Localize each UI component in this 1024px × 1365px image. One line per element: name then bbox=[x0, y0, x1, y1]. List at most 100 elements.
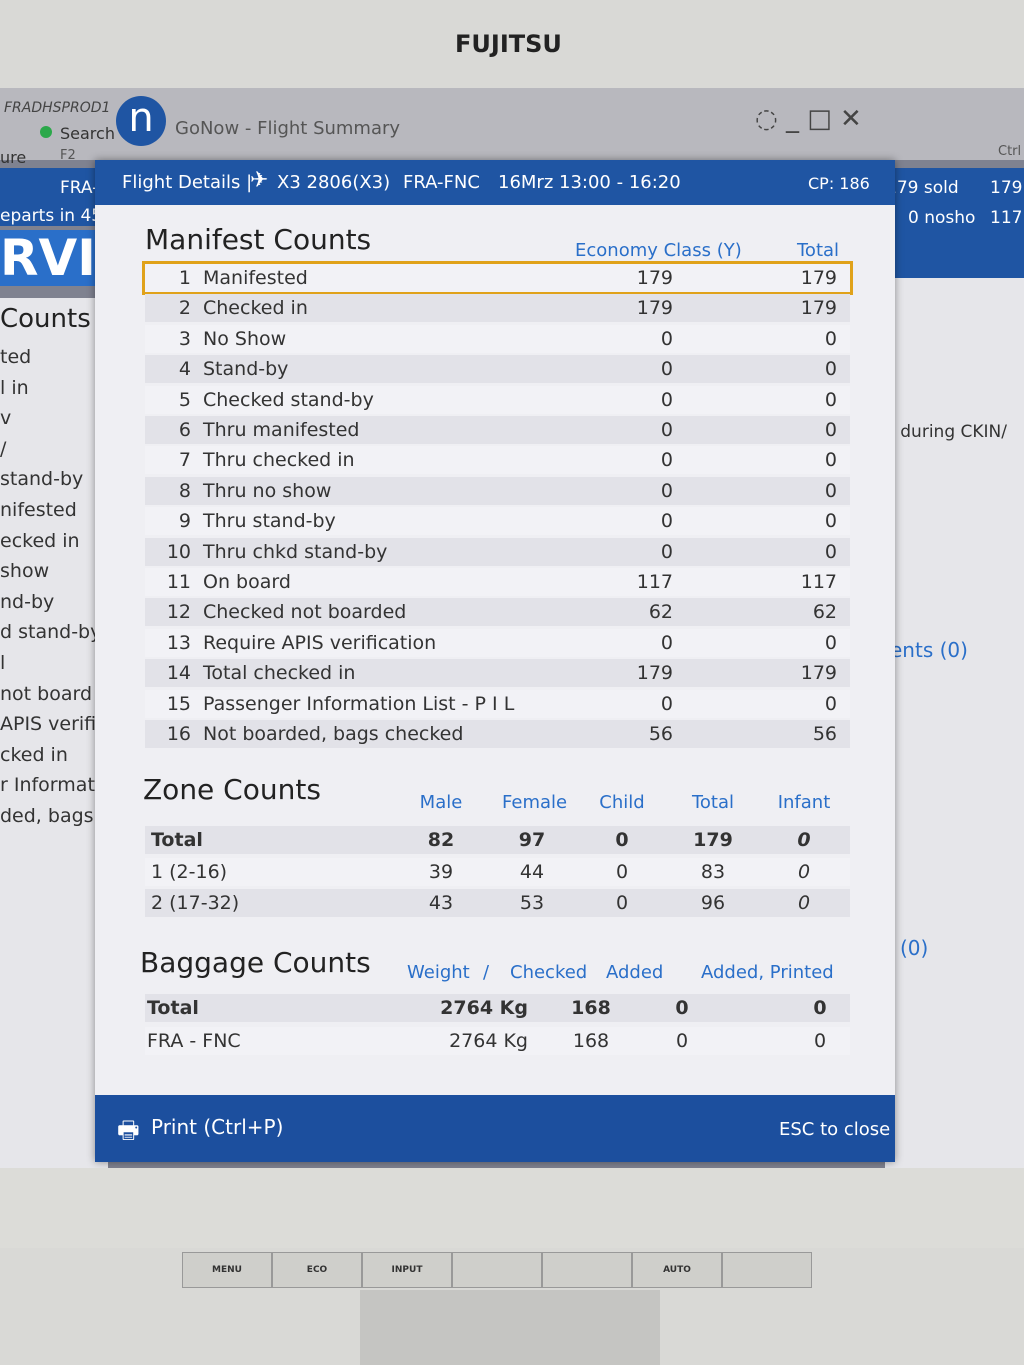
status-dot bbox=[40, 126, 52, 138]
total-value: 179 bbox=[800, 267, 837, 289]
manifest-row[interactable]: 12 Checked not boarded 62 62 bbox=[145, 598, 850, 627]
zone-col: Infant bbox=[777, 792, 831, 813]
zone-value: 39 bbox=[428, 860, 454, 883]
economy-value: 179 bbox=[636, 297, 673, 320]
zone-title: Zone Counts bbox=[143, 773, 321, 806]
baggage-value: 0 bbox=[675, 997, 689, 1019]
baggage-row: Total 2764 Kg 168 0 0 bbox=[145, 994, 850, 1022]
manifest-row[interactable]: 7 Thru checked in 0 0 bbox=[145, 446, 850, 475]
total-value: 0 bbox=[824, 327, 837, 350]
zone-label: Total bbox=[151, 829, 203, 851]
monitor-button[interactable] bbox=[452, 1252, 542, 1288]
total-value: 0 bbox=[824, 540, 837, 563]
baggage-value: 168 bbox=[572, 1030, 610, 1052]
manifest-title: Manifest Counts bbox=[145, 223, 372, 256]
row-label: Checked not boarded bbox=[203, 601, 407, 624]
manifest-row[interactable]: 9 Thru stand-by 0 0 bbox=[145, 507, 850, 536]
manifest-row[interactable]: 11 On board 117 117 bbox=[145, 568, 850, 596]
total-value: 0 bbox=[824, 692, 837, 715]
row-number: 14 bbox=[166, 662, 191, 685]
zone-value: 82 bbox=[427, 829, 455, 851]
app-logo: n bbox=[116, 96, 166, 146]
manifest-row[interactable]: 10 Thru chkd stand-by 0 0 bbox=[145, 537, 850, 566]
print-icon: 🖶 bbox=[117, 1116, 140, 1144]
window-title: GoNow - Flight Summary bbox=[175, 118, 401, 139]
total-value: 0 bbox=[824, 419, 837, 441]
manifest-row[interactable]: 1 Manifested 179 179 bbox=[142, 261, 853, 295]
zone-value: 0 bbox=[615, 892, 629, 914]
print-button[interactable]: Print (Ctrl+P) bbox=[151, 1115, 284, 1139]
total-value: 0 bbox=[824, 510, 837, 533]
baggage-weight: 2764 Kg bbox=[440, 997, 528, 1019]
baggage-value: 168 bbox=[571, 997, 611, 1019]
bg-item: l in bbox=[0, 376, 29, 399]
manifest-row[interactable]: 16 Not boarded, bags checked 56 56 bbox=[145, 720, 850, 748]
zone-value: 179 bbox=[693, 829, 733, 851]
manifest-row[interactable]: 5 Checked stand-by 0 0 bbox=[145, 385, 850, 414]
zone-value: 0 bbox=[797, 892, 811, 914]
row-label: Manifested bbox=[203, 267, 308, 289]
col-economy: Economy Class (Y) bbox=[575, 240, 742, 261]
economy-value: 0 bbox=[660, 327, 673, 350]
row-label: Checked in bbox=[203, 297, 308, 320]
left-panel bbox=[0, 298, 108, 1168]
baggage-label: FRA - FNC bbox=[147, 1030, 241, 1052]
baggage-col: Added bbox=[606, 962, 664, 983]
window-controls[interactable]: ◌ _ □ ✕ bbox=[755, 104, 862, 134]
bg-item: show bbox=[0, 560, 50, 583]
search[interactable]: Search bbox=[60, 124, 115, 143]
bg-item: stand-by bbox=[0, 468, 84, 491]
row-label: Not boarded, bags checked bbox=[203, 723, 464, 745]
bg-zero: (0) bbox=[900, 936, 929, 960]
monitor-button[interactable]: INPUT bbox=[362, 1252, 452, 1288]
dialog: Flight Details | ✈ X3 2806(X3) FRA-FNC 1… bbox=[95, 160, 895, 1162]
economy-value: 117 bbox=[636, 571, 673, 593]
monitor-button[interactable]: ECO bbox=[272, 1252, 362, 1288]
manifest-row[interactable]: 15 Passenger Information List - P I L 0 0 bbox=[145, 689, 850, 718]
zone-row: Total 82 97 0 179 0 bbox=[145, 826, 850, 854]
zone-value: 44 bbox=[519, 860, 545, 883]
dialog-header: Flight Details | ✈ X3 2806(X3) FRA-FNC 1… bbox=[95, 160, 895, 205]
close-hint[interactable]: ESC to close bbox=[779, 1119, 891, 1140]
zone-value: 0 bbox=[615, 829, 629, 851]
route: FRA-FNC bbox=[403, 172, 480, 193]
row-label: Thru manifested bbox=[203, 419, 360, 441]
title-bar bbox=[0, 88, 1024, 160]
total-value: 0 bbox=[824, 449, 837, 472]
ctrl: Ctrl bbox=[998, 144, 1022, 159]
monitor-button[interactable] bbox=[542, 1252, 632, 1288]
manifest-row[interactable]: 4 Stand-by 0 0 bbox=[145, 355, 850, 384]
bg-item: ecked in bbox=[0, 529, 80, 552]
bg-item: nd-by bbox=[0, 590, 55, 613]
zone-row: 2 (17-32) 43 53 0 96 0 bbox=[145, 889, 850, 917]
baggage-weight: 2764 Kg bbox=[449, 1030, 528, 1052]
bg-item: not board bbox=[0, 682, 93, 705]
row-number: 12 bbox=[166, 601, 191, 624]
bg-sold-n: 179 bbox=[990, 178, 1023, 198]
zone-value: 0 bbox=[615, 860, 629, 883]
row-label: On board bbox=[203, 571, 291, 593]
flight: X3 2806(X3) bbox=[277, 172, 391, 193]
bg-departs: eparts in 45 bbox=[0, 206, 109, 226]
manifest-row[interactable]: 14 Total checked in 179 179 bbox=[145, 659, 850, 688]
bg-counts: Counts bbox=[0, 304, 91, 334]
manifest-row[interactable]: 6 Thru manifested 0 0 bbox=[145, 416, 850, 444]
row-number: 10 bbox=[166, 540, 191, 563]
zone-row: 1 (2-16) 39 44 0 83 0 bbox=[145, 857, 850, 886]
monitor-button[interactable]: MENU bbox=[182, 1252, 272, 1288]
monitor-button[interactable] bbox=[722, 1252, 812, 1288]
row-label: No Show bbox=[203, 327, 287, 350]
monitor-button[interactable]: AUTO bbox=[632, 1252, 722, 1288]
economy-value: 0 bbox=[660, 631, 673, 654]
date: 16Mrz 13:00 - 16:20 bbox=[498, 172, 681, 193]
manifest-row[interactable]: 8 Thru no show 0 0 bbox=[145, 476, 850, 505]
plane-icon: ✈ bbox=[250, 168, 269, 193]
manifest-row[interactable]: 3 No Show 0 0 bbox=[145, 324, 850, 353]
manifest-row[interactable]: 2 Checked in 179 179 bbox=[145, 294, 850, 323]
zone-label: 2 (17-32) bbox=[151, 892, 240, 914]
row-label: Thru chkd stand-by bbox=[203, 540, 388, 563]
bg-banner: RVIE bbox=[0, 230, 110, 286]
bg-ckin: s during CKIN/ bbox=[886, 422, 1007, 442]
manifest-row[interactable]: 13 Require APIS verification 0 0 bbox=[145, 628, 850, 657]
zone-col: Male bbox=[419, 792, 463, 813]
